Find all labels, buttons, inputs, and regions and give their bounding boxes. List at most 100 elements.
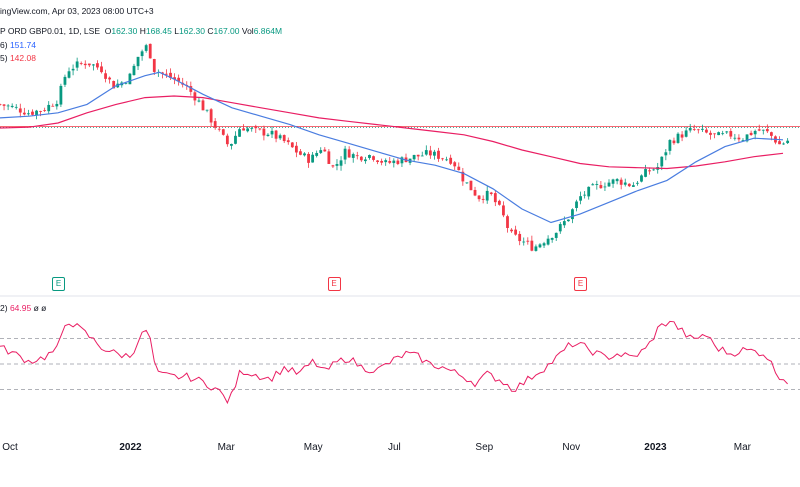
- ma-fast-value: 151.74: [9, 40, 36, 50]
- earnings-badge[interactable]: E: [52, 277, 65, 291]
- candle-body: [757, 129, 761, 131]
- x-tick-label: May: [303, 442, 323, 453]
- candle-body: [83, 63, 87, 66]
- candle-body: [660, 156, 664, 167]
- candle-body: [169, 72, 172, 78]
- rsi-legend[interactable]: 2) 64.95 ø ø: [0, 303, 46, 313]
- candle-body: [278, 135, 282, 139]
- rsi-extra: ø ø: [33, 303, 47, 313]
- candle-body: [583, 194, 587, 196]
- candle-body: [441, 158, 444, 160]
- candle-body: [477, 195, 481, 200]
- candle-body: [522, 241, 526, 243]
- candle-body: [741, 140, 745, 141]
- candle-body: [729, 131, 733, 137]
- candle-body: [765, 129, 769, 132]
- candle-body: [652, 169, 656, 171]
- candle-body: [372, 156, 375, 160]
- ma-fast-line: [0, 71, 784, 224]
- candle-body: [745, 134, 749, 142]
- candle-body: [136, 56, 140, 67]
- candle-body: [420, 155, 424, 157]
- symbol-name[interactable]: P ORD GBP0.01, 1D, LSE: [0, 26, 100, 36]
- candle-body: [290, 142, 294, 148]
- candle-body: [63, 76, 67, 85]
- candle-body: [644, 169, 647, 177]
- candle-body: [364, 159, 367, 162]
- x-tick-label: 2023: [644, 442, 667, 453]
- candle-body: [327, 151, 331, 164]
- candle-body: [542, 243, 546, 246]
- candle-body: [307, 153, 310, 163]
- earnings-badge[interactable]: E: [574, 277, 587, 291]
- candle-body: [550, 237, 554, 240]
- candle-body: [230, 143, 233, 146]
- candle-body: [631, 185, 635, 187]
- high-value: 168.45: [145, 26, 172, 36]
- candle-body: [615, 179, 619, 182]
- candle-body: [173, 77, 176, 80]
- candle-body: [286, 140, 290, 143]
- candle-body: [193, 92, 197, 101]
- candle-body: [737, 137, 741, 140]
- close-value: 167.00: [213, 26, 240, 36]
- candle-body: [554, 232, 558, 238]
- candle-body: [31, 111, 34, 115]
- candle-body: [640, 175, 643, 182]
- candle-body: [197, 100, 201, 102]
- candle-body: [148, 43, 152, 59]
- candle-body: [786, 140, 790, 144]
- rsi-value: 64.95: [9, 303, 32, 313]
- candle-body: [636, 182, 639, 184]
- close-label: C: [207, 26, 214, 36]
- candle-body: [87, 63, 91, 66]
- candle-body: [319, 150, 323, 153]
- candle-body: [481, 198, 485, 200]
- candle-body: [611, 179, 615, 184]
- candle-body: [225, 135, 229, 145]
- ma-slow-legend[interactable]: 5) 142.08: [0, 53, 36, 63]
- candle-body: [400, 157, 404, 164]
- candle-body: [384, 160, 388, 163]
- candle-body: [55, 103, 59, 107]
- candle-body: [453, 162, 457, 167]
- candle-body: [39, 111, 42, 112]
- ma-fast-legend[interactable]: 6) 151.74: [0, 40, 36, 50]
- candle-body: [270, 130, 274, 135]
- candle-body: [526, 240, 530, 242]
- candle-body: [725, 131, 729, 133]
- candle-body: [339, 160, 343, 166]
- candle-body: [242, 128, 245, 131]
- candle-body: [502, 205, 505, 216]
- x-tick-label: Jul: [387, 442, 401, 453]
- candle-body: [672, 140, 676, 144]
- ma-slow-value: 142.08: [9, 53, 36, 63]
- candle-body: [104, 73, 107, 79]
- earnings-badge[interactable]: E: [327, 277, 341, 291]
- candle-body: [43, 110, 47, 111]
- candle-body: [692, 129, 696, 130]
- candle-body: [2, 104, 6, 106]
- x-tick-label: Mar: [733, 442, 752, 453]
- candle-body: [396, 160, 400, 164]
- candle-body: [627, 183, 631, 187]
- candle-body: [274, 130, 278, 139]
- candle-body: [388, 161, 392, 163]
- open-value: 162.30: [111, 26, 138, 36]
- candle-body: [14, 106, 18, 108]
- candle-body: [603, 186, 607, 188]
- candle-body: [254, 126, 258, 129]
- candle-body: [27, 113, 30, 115]
- candle-body: [71, 68, 75, 71]
- candle-body: [294, 145, 298, 153]
- candle-body: [437, 150, 440, 159]
- candle-body: [599, 185, 603, 189]
- candle-body: [79, 63, 83, 64]
- candle-body: [343, 148, 347, 160]
- candle-body: [359, 156, 363, 161]
- candle-body: [380, 160, 384, 163]
- candle-body: [595, 184, 599, 186]
- candle-body: [355, 155, 359, 157]
- candle-body: [132, 65, 136, 76]
- candle-body: [497, 200, 501, 205]
